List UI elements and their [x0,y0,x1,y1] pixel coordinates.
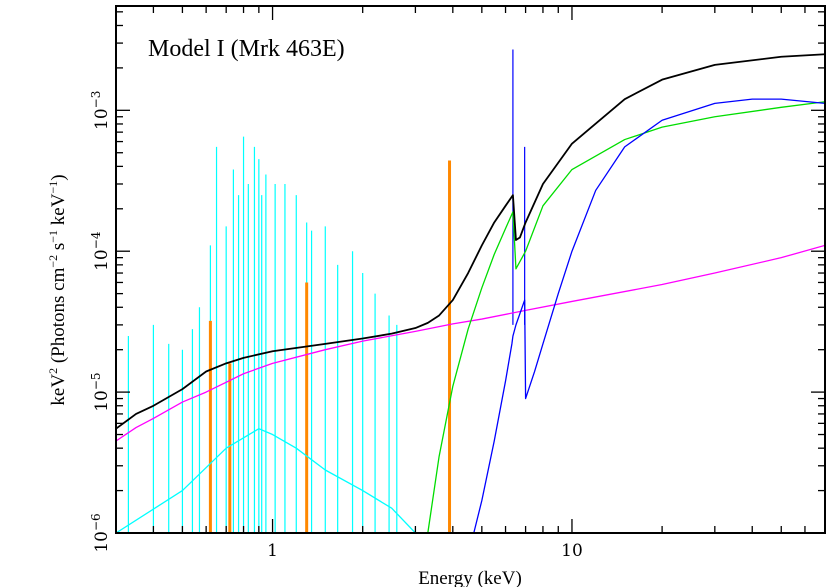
y-axis-label-kev: keV [48,193,69,230]
y-axis-label-body: (Photons cm [48,267,69,368]
y-tick-label-exponent: −6 [89,513,103,531]
y-tick-label: 10−4 [89,231,112,271]
y-tick-label-base: 10 [92,531,112,553]
x-axis-label: Energy (keV) [418,568,522,587]
tick-layer [115,6,826,534]
y-tick-label-base: 10 [92,390,112,412]
series-power-law [116,244,825,442]
y-tick-label-exponent: −5 [89,372,103,390]
y-axis-label-close: ) [48,174,69,180]
series-absorbed-component [427,101,825,533]
y-tick-label-exponent: −3 [89,91,103,109]
y-axis-label-exp-cm: −2 [46,255,60,268]
y-tick-label-exponent: −4 [89,231,103,249]
y-axis-label-s: s [48,243,69,255]
series-total [116,53,825,430]
y-tick-label: 10−6 [89,513,112,552]
plot-layer [116,49,825,533]
y-axis-label-exp-kev: −1 [46,181,60,194]
series-emission-lines [116,428,416,533]
series-group [116,49,825,533]
y-tick-label-base: 10 [92,249,112,271]
x-tick-label-1: 1 [267,541,278,561]
series-reflection [473,98,825,533]
y-tick-label-base: 10 [92,108,112,130]
y-tick-label: 10−5 [89,372,112,411]
y-tick-label: 10−3 [89,91,112,130]
y-axis-label-prefix: keV [48,374,69,406]
y-axis-label: keV2 (Photons cm−2 s−1 keV−1) [46,174,69,405]
chart-title: Model I (Mrk 463E) [148,36,345,62]
x-tick-label-10: 10 [561,541,583,561]
y-axis-label-exp2: 2 [46,368,60,374]
plot-frame [115,5,826,534]
y-axis-label-exp-s: −1 [46,230,60,243]
